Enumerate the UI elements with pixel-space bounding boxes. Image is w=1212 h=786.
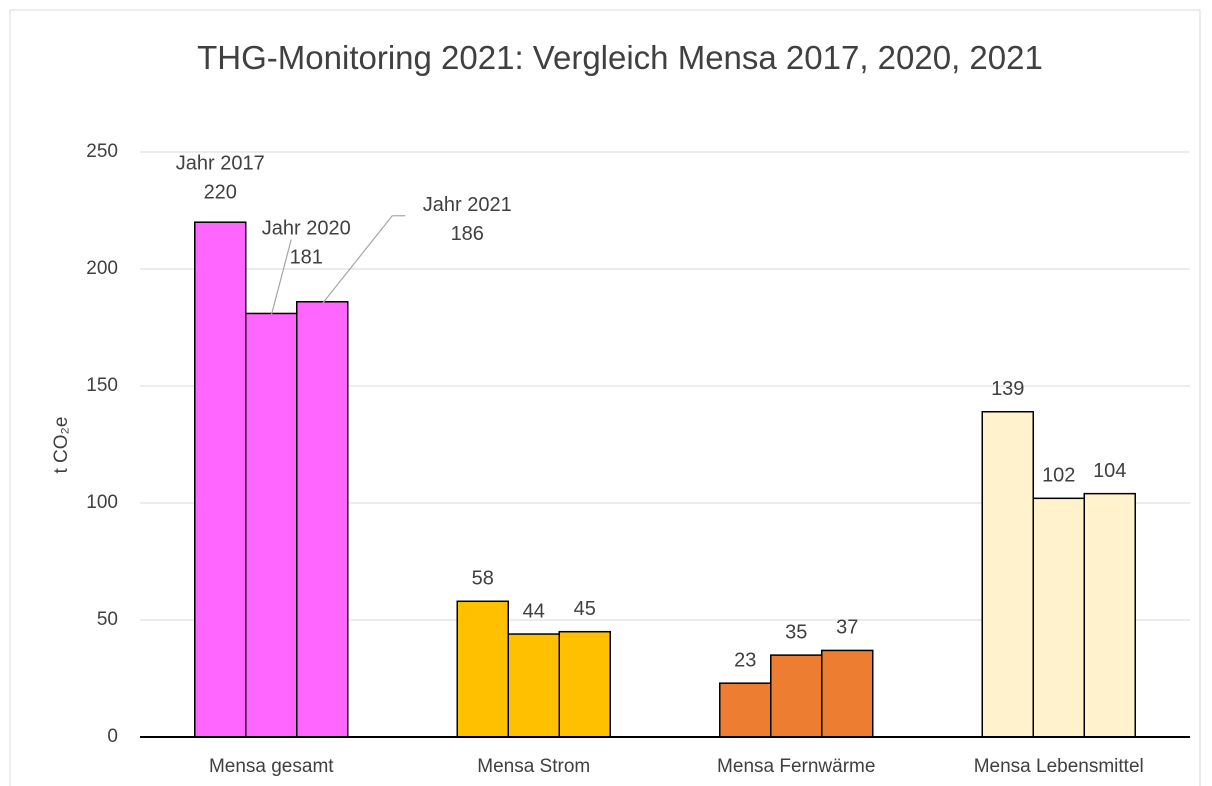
value-label: 186 — [451, 223, 484, 245]
bar — [821, 649, 874, 738]
value-label: 181 — [290, 247, 323, 269]
y-axis-label: t CO₂e — [51, 417, 72, 474]
series-label: Jahr 2020 — [262, 218, 351, 240]
leader-line — [321, 215, 393, 305]
bar — [245, 312, 298, 738]
series-label: Jahr 2021 — [423, 194, 512, 216]
bar — [770, 654, 823, 738]
series-label: Jahr 2017 — [176, 152, 265, 174]
value-label: 58 — [472, 568, 494, 590]
x-tick-label: Mensa Lebensmittel — [974, 756, 1144, 777]
bar — [719, 682, 772, 738]
y-tick-label: 50 — [97, 609, 118, 630]
value-label: 139 — [991, 378, 1024, 400]
leader-line — [270, 239, 292, 316]
value-label: 102 — [1042, 465, 1075, 487]
bar — [194, 221, 247, 738]
value-label: 44 — [523, 600, 545, 622]
value-label: 220 — [204, 181, 237, 203]
y-tick-label: 0 — [107, 726, 118, 747]
y-tick-label: 200 — [86, 258, 118, 279]
y-tick-label: 250 — [86, 141, 118, 162]
x-tick-label: Mensa Strom — [477, 756, 590, 777]
chart-frame — [9, 9, 1201, 786]
bar — [1032, 497, 1085, 738]
bar — [296, 301, 349, 738]
bar — [558, 630, 611, 738]
value-label: 45 — [574, 598, 596, 620]
y-tick-label: 100 — [86, 492, 118, 513]
value-label: 35 — [785, 621, 807, 643]
y-tick-label: 150 — [86, 375, 118, 396]
value-label: 23 — [734, 649, 756, 671]
bar — [1083, 492, 1136, 738]
bar — [507, 633, 560, 738]
x-tick-label: Mensa gesamt — [209, 756, 334, 777]
value-label: 104 — [1093, 460, 1126, 482]
chart-title: THG-Monitoring 2021: Vergleich Mensa 201… — [197, 39, 1043, 76]
bar — [981, 410, 1034, 738]
value-label: 37 — [836, 617, 858, 639]
bar — [456, 600, 509, 738]
x-tick-label: Mensa Fernwärme — [717, 756, 875, 777]
